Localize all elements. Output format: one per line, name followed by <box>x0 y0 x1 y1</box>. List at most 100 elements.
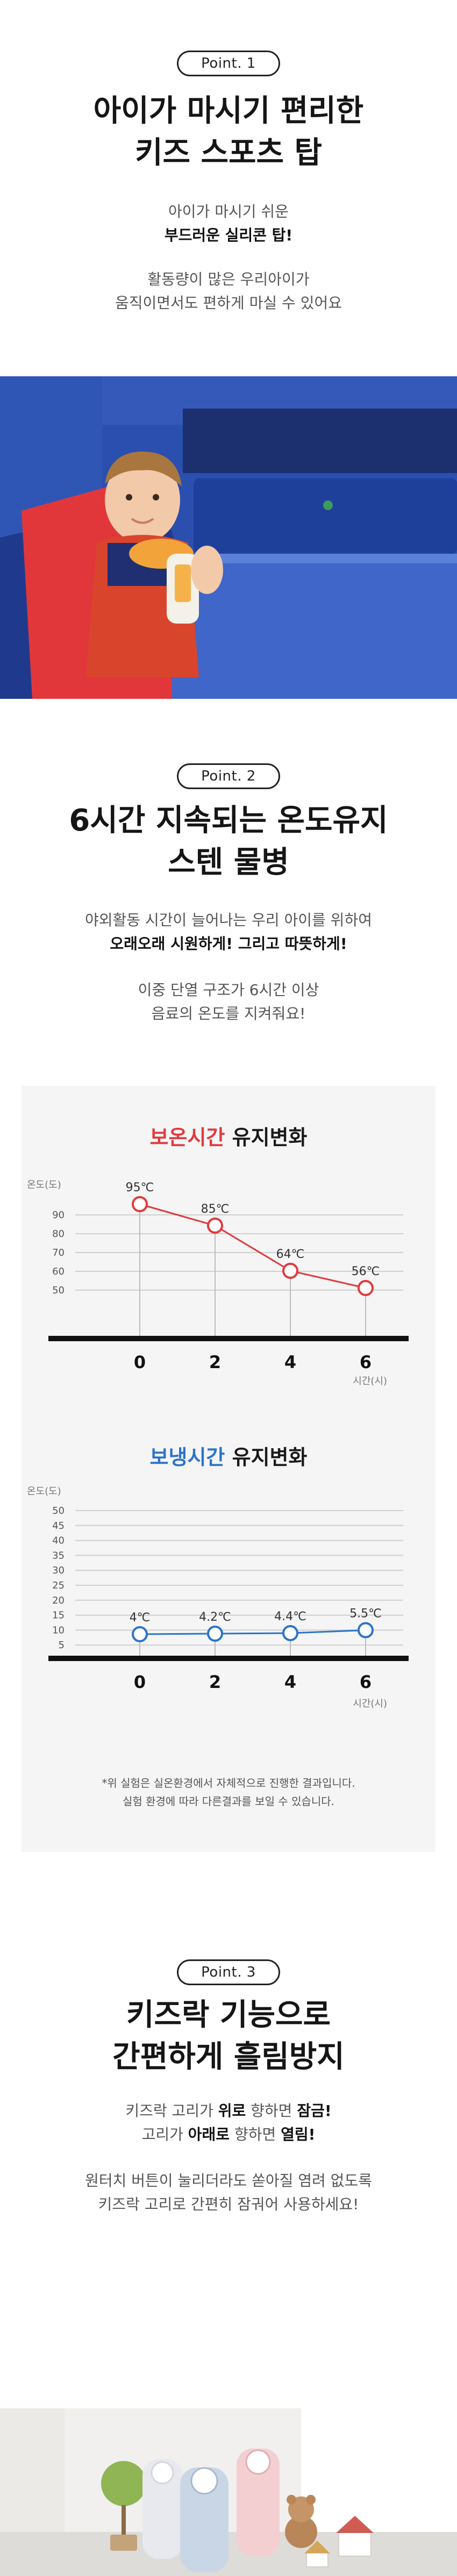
point3-desc2-line1: 원터치 버튼이 눌리더라도 쏟아질 염려 없도록 <box>85 2172 372 2189</box>
point2-title-line1: 6시간 지속되는 온도유지 <box>69 803 388 838</box>
point3-badge: Point. 3 <box>177 1959 280 1985</box>
data-label: 64℃ <box>276 1248 305 1261</box>
data-label: 95℃ <box>126 1181 154 1194</box>
point2-desc2-line1: 이중 단열 구조가 6시간 이상 <box>138 981 319 999</box>
point1-desc2-line1: 활동량이 많은 우리아이가 <box>147 270 310 288</box>
point3-desc1-d: 잠금! <box>297 2102 332 2120</box>
point3-desc2: 원터치 버튼이 눌리더라도 쏟아질 염려 없도록 키즈락 고리로 간편히 잠궈어… <box>0 2169 457 2216</box>
point1-section: Point. 1 아이가 마시기 편리한 키즈 스포츠 탑 아이가 마시기 쉬운… <box>0 0 457 376</box>
point3-desc1-c: 향하면 <box>246 2102 297 2120</box>
point3-desc2-a: 고리가 <box>141 2126 188 2143</box>
point1-title-line1: 아이가 마시기 편리한 <box>93 94 364 128</box>
y-tick-label: 15 <box>52 1610 65 1621</box>
point1-desc2-line2: 움직이면서도 편하게 마실 수 있어요 <box>115 294 342 312</box>
point3-title: 키즈락 기능으로 간편하게 흘림방지 <box>0 1994 457 2078</box>
point3-desc2-c: 향하면 <box>230 2126 281 2143</box>
point1-desc1-emph: 부드러운 실리콘 탑! <box>164 226 293 244</box>
y-tick-label: 60 <box>52 1266 65 1277</box>
y-tick-label: 5 <box>59 1640 65 1651</box>
y-tick-label: 90 <box>52 1210 65 1221</box>
point1-desc1-line2: 부드러운 실리콘 탑! <box>0 224 457 247</box>
point2-title-line2: 스텐 물병 <box>168 845 289 880</box>
point3-desc1-line2: 고리가 아래로 향하면 열림! <box>0 2123 457 2146</box>
warm-chart-title: 보온시간 유지변화 <box>22 1121 435 1150</box>
lavender-bottle <box>142 2459 183 2559</box>
chart-footnote-line1: *위 실험은 실온환경에서 자체적으로 진행한 결과입니다. <box>102 1777 355 1790</box>
x-tick-label: 4 <box>284 1352 296 1372</box>
y-tick-label: 40 <box>52 1535 65 1547</box>
point2-badge: Point. 2 <box>177 763 280 789</box>
point2-title: 6시간 지속되는 온도유지 스텐 물병 <box>0 800 457 884</box>
y-tick-label: 80 <box>52 1228 65 1240</box>
point2-desc1: 야외활동 시간이 늘어나는 우리 아이를 위하여 오래오래 시원하게! 그리고 … <box>0 908 457 956</box>
bottles-illustration <box>0 2408 457 2576</box>
warm-chart-title-colored: 보온시간 <box>149 1126 225 1149</box>
point1-desc2: 활동량이 많은 우리아이가 움직이면서도 편하게 마실 수 있어요 <box>0 268 457 315</box>
point1-desc1: 아이가 마시기 쉬운 부드러운 실리콘 탑! <box>0 200 457 247</box>
y-axis-title: 온도(도) <box>27 1486 61 1497</box>
point1-title: 아이가 마시기 편리한 키즈 스포츠 탑 <box>0 90 457 174</box>
warm-chart-title-rest: 유지변화 <box>225 1126 308 1149</box>
y-tick-label: 50 <box>52 1505 65 1516</box>
series-line <box>139 1203 366 1289</box>
point3-desc1-a: 키즈락 고리가 <box>125 2102 218 2120</box>
cold-line-chart: 온도(도) 50 45 40 35 30 25 20 15 10 5 4℃ 4.2℃ 4.4℃ 5.5℃ 0 2… <box>27 1486 409 1709</box>
y-tick-label: 25 <box>52 1580 65 1591</box>
chart-footnote: *위 실험은 실온환경에서 자체적으로 진행한 결과입니다. 실험 환경에 따라… <box>22 1774 435 1811</box>
point3-title-line1: 키즈락 기능으로 <box>126 1998 331 2033</box>
point2-desc1-line2: 오래오래 시원하게! 그리고 따뜻하게! <box>0 932 457 956</box>
point2-desc2-line2: 음료의 온도를 지켜줘요! <box>151 1005 306 1022</box>
child-on-sofa-illustration <box>0 376 457 699</box>
y-tick-label: 45 <box>52 1520 65 1532</box>
data-point <box>207 1218 223 1234</box>
data-point <box>207 1626 223 1642</box>
y-axis-title: 온도(도) <box>27 1179 61 1191</box>
series-line <box>139 1629 366 1635</box>
data-label: 4℃ <box>130 1611 151 1625</box>
x-tick-label: 6 <box>360 1352 372 1372</box>
data-point <box>358 1280 374 1296</box>
data-point <box>132 1196 148 1212</box>
y-tick-label: 50 <box>52 1285 65 1296</box>
bottles-photo <box>0 2408 457 2576</box>
chart-footnote-line2: 실험 환경에 따라 다른결과를 보일 수 있습니다. <box>122 1795 335 1808</box>
x-axis-title: 시간(시) <box>353 1376 387 1387</box>
y-tick-label: 20 <box>52 1595 65 1606</box>
y-tick-label: 70 <box>52 1247 65 1258</box>
data-label: 5.5℃ <box>349 1607 382 1621</box>
cold-chart-title-rest: 유지변화 <box>225 1446 308 1469</box>
data-point <box>358 1622 374 1638</box>
point1-title-line2: 키즈 스포츠 탑 <box>134 135 323 170</box>
data-point <box>132 1626 148 1642</box>
warm-line-chart: 온도(도) 90 80 70 60 50 95℃ 85℃ 64℃ 56℃ 0 2 4 6 시간(시) <box>27 1179 409 1387</box>
point2-desc1-line1: 야외활동 시간이 늘어나는 우리 아이를 위하여 <box>85 911 372 929</box>
data-point <box>282 1625 298 1641</box>
point1-badge: Point. 1 <box>177 51 280 76</box>
point3-desc2-b: 아래로 <box>188 2126 230 2143</box>
point3-desc1-b: 위로 <box>218 2102 246 2120</box>
data-label: 4.4℃ <box>274 1610 306 1623</box>
x-tick-label: 0 <box>134 1672 146 1692</box>
point2-desc2: 이중 단열 구조가 6시간 이상 음료의 온도를 지켜줘요! <box>0 978 457 1026</box>
chart-panel: 보온시간 유지변화 온도(도) 90 80 70 60 50 95℃ 85℃ 64℃ 56℃ 0 2 4… <box>22 1086 435 1852</box>
point2-desc1-emph: 오래오래 시원하게! 그리고 따뜻하게! <box>110 935 347 953</box>
point3-desc1: 키즈락 고리가 위로 향하면 잠금! 고리가 아래로 향하면 열림! <box>0 2099 457 2146</box>
blue-bottle <box>180 2467 228 2572</box>
x-tick-label: 4 <box>284 1672 296 1692</box>
data-point <box>282 1263 298 1279</box>
point3-desc2-line2: 키즈락 고리로 간편히 잠궈어 사용하세요! <box>98 2195 359 2213</box>
point1-desc1-line1: 아이가 마시기 쉬운 <box>168 203 289 220</box>
x-tick-label: 6 <box>360 1672 372 1692</box>
x-tick-label: 0 <box>134 1352 146 1372</box>
data-label: 56℃ <box>352 1265 380 1278</box>
pink-bottle <box>237 2449 280 2556</box>
y-tick-label: 10 <box>52 1625 65 1636</box>
cold-chart-title: 보냉시간 유지변화 <box>22 1441 435 1470</box>
point2-section: Point. 2 6시간 지속되는 온도유지 스텐 물병 야외활동 시간이 늘어… <box>0 699 457 2408</box>
x-tick-label: 2 <box>209 1672 221 1692</box>
point3-desc1-line1: 키즈락 고리가 위로 향하면 잠금! <box>0 2099 457 2123</box>
cold-chart-title-colored: 보냉시간 <box>149 1446 225 1469</box>
x-tick-label: 2 <box>209 1352 221 1372</box>
y-tick-label: 35 <box>52 1550 65 1561</box>
y-tick-label: 30 <box>52 1565 65 1576</box>
